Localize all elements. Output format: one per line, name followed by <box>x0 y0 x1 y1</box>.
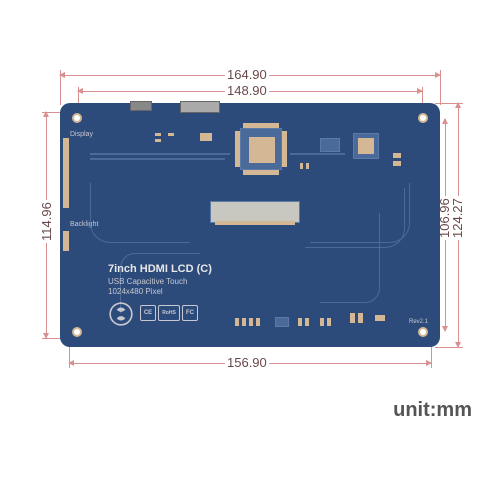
smd <box>155 139 161 142</box>
mounting-hole <box>418 327 428 337</box>
dim-ext <box>440 70 441 105</box>
dim-label-outer-height: 124.27 <box>450 196 465 240</box>
dim-ext <box>435 103 463 104</box>
header-pads <box>63 138 69 208</box>
logo-icon <box>108 301 134 327</box>
chip-pins <box>282 131 287 167</box>
chip <box>275 317 289 327</box>
chip-pins <box>235 131 240 167</box>
smd <box>358 313 363 323</box>
smd <box>200 133 212 141</box>
smd <box>350 313 355 323</box>
trace <box>290 153 345 155</box>
pcb-subtitle2: 1024x480 Pixel <box>108 287 163 296</box>
cert-fc: FC <box>182 305 198 321</box>
trace <box>90 183 190 243</box>
drawing-container: 164.90 148.90 124.27 106.96 114.96 156.9… <box>40 75 460 375</box>
pcb-subtitle1: USB Capacitive Touch <box>108 277 187 286</box>
ffc-connector <box>210 201 300 223</box>
smd <box>249 318 253 326</box>
smd <box>256 318 260 326</box>
pcb-title: 7inch HDMI LCD (C) <box>108 263 212 275</box>
smd <box>242 318 246 326</box>
mounting-hole <box>72 327 82 337</box>
smd <box>300 163 303 169</box>
smd <box>393 161 401 166</box>
main-chip <box>240 128 282 170</box>
dim-ext <box>60 70 61 105</box>
rev-label: Rev2.1 <box>409 319 428 325</box>
unit-label: unit:mm <box>393 399 472 422</box>
chip-pins <box>243 123 279 128</box>
chip-pins <box>243 170 279 175</box>
smd <box>298 318 302 326</box>
smd <box>168 133 174 136</box>
cert-rohs: RoHS <box>158 305 180 321</box>
dim-label-outer-width: 164.90 <box>225 67 269 82</box>
cert-ce: CE <box>140 305 156 321</box>
trace <box>320 213 380 303</box>
ffc-pins <box>215 221 295 225</box>
trace <box>90 153 230 155</box>
label-display: Display <box>70 131 93 138</box>
mounting-hole <box>418 113 428 123</box>
connector <box>130 101 152 111</box>
smd <box>305 318 309 326</box>
smd <box>235 318 239 326</box>
smd <box>155 133 161 136</box>
dim-label-left-height: 114.96 <box>39 200 54 243</box>
dim-ext <box>435 347 463 348</box>
trace <box>90 158 225 160</box>
chip-pad <box>358 138 374 154</box>
smd <box>375 315 385 321</box>
connector <box>180 101 220 113</box>
smd <box>306 163 309 169</box>
dim-label-inner-width: 148.90 <box>225 83 269 98</box>
smd <box>320 318 324 326</box>
dim-label-bottom-width: 156.90 <box>225 355 269 370</box>
pcb-board: Display Backlight <box>60 103 440 347</box>
header-pads <box>63 231 69 251</box>
smd <box>327 318 331 326</box>
smd <box>393 153 401 158</box>
chip <box>320 138 340 152</box>
mounting-hole <box>72 113 82 123</box>
